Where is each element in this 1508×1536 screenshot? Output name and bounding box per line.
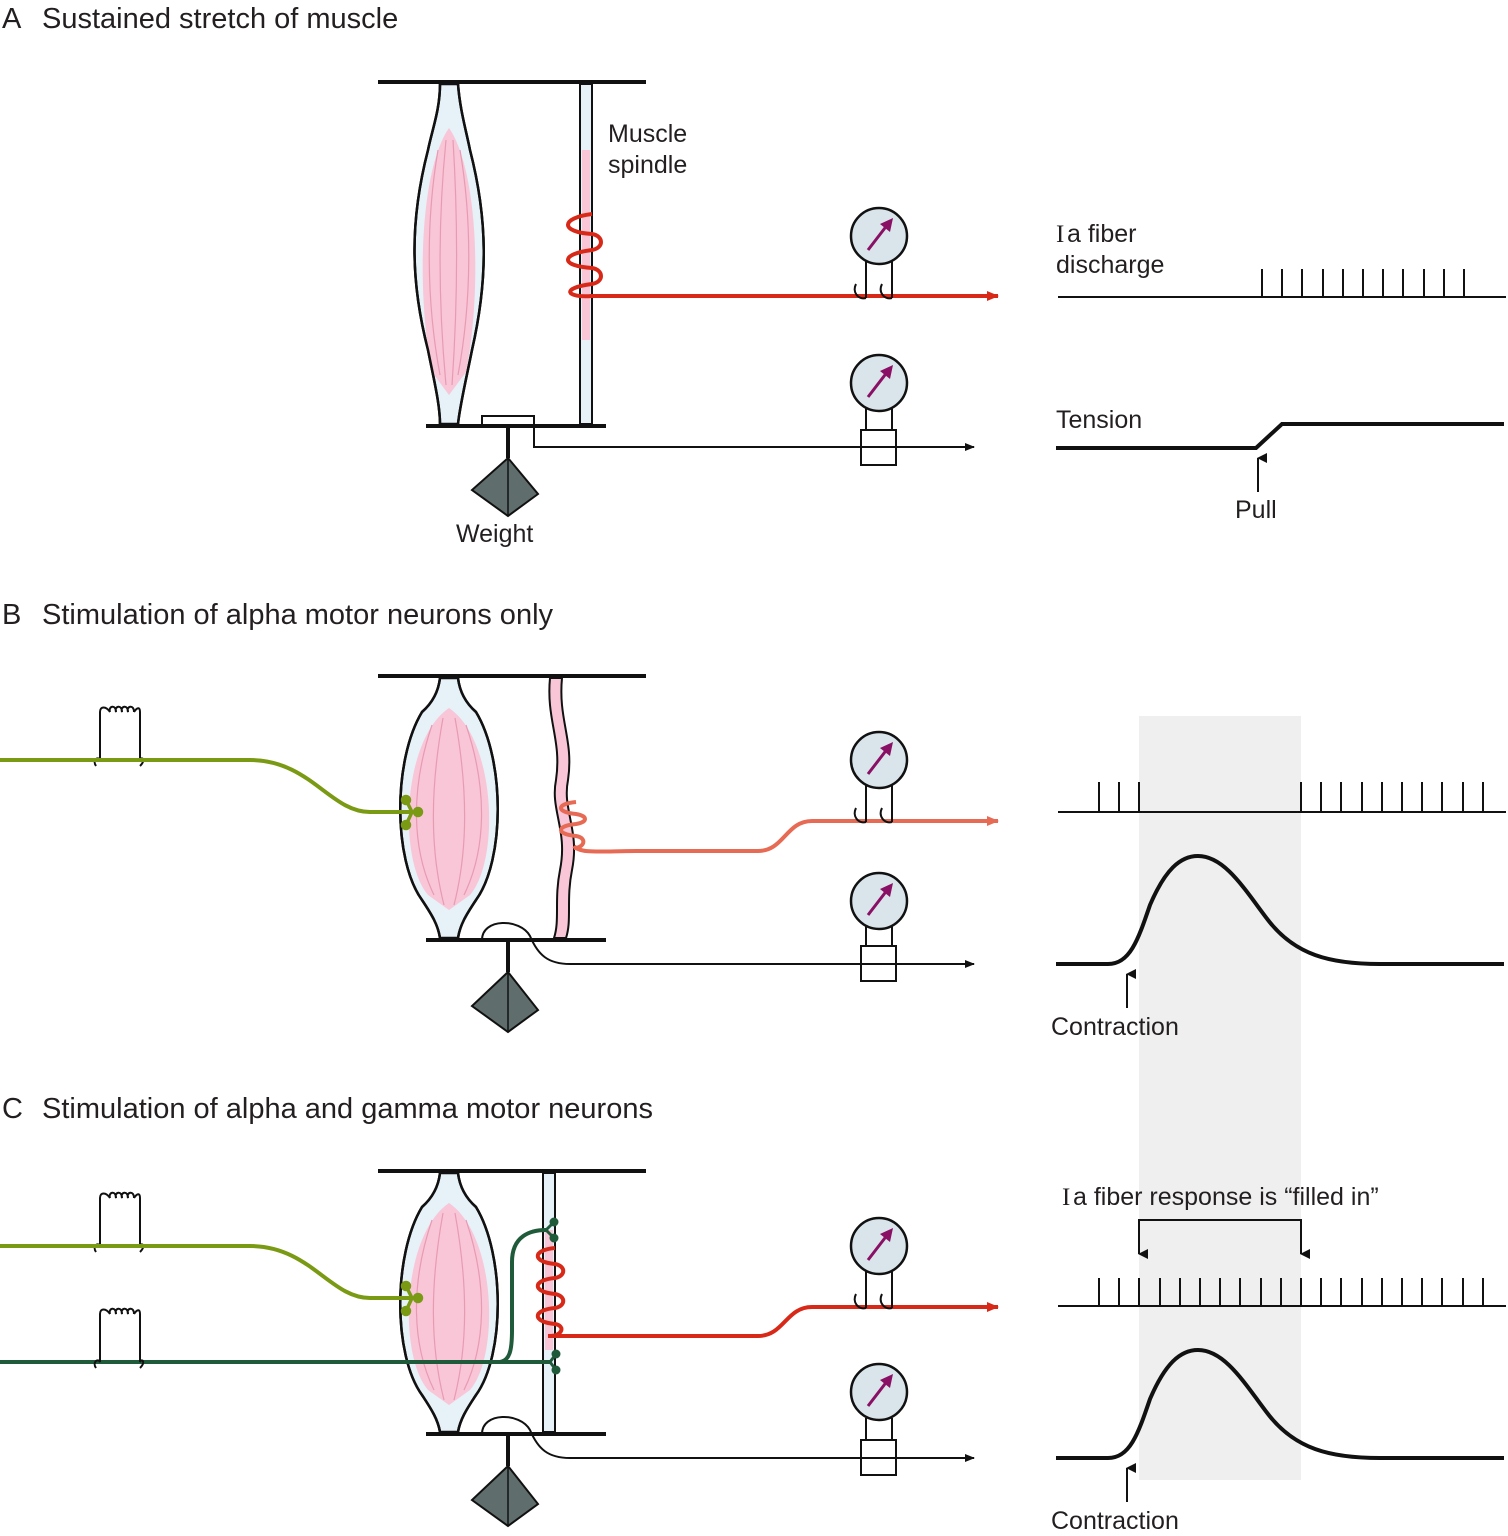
weight-icon [470, 940, 540, 1034]
tension-trace [1056, 853, 1504, 966]
gauge-icon [849, 730, 909, 824]
weight-icon [470, 426, 540, 518]
gamma-endings [544, 1217, 561, 1375]
tension-trace [1056, 1347, 1504, 1460]
weight-icon [470, 1434, 540, 1528]
ia-fiber-silent [572, 816, 999, 854]
ia-ending-coil [566, 212, 603, 299]
ia-ending-coil [535, 1246, 566, 1338]
stimulator-coil-icon [93, 705, 145, 767]
tension-wire [481, 415, 975, 451]
ia-spikes [1261, 269, 1465, 297]
alpha-motor-axon [0, 758, 412, 814]
stimulator-coil-icon [93, 1307, 145, 1369]
panel-a-title: Sustained stretch of muscle [42, 3, 398, 35]
contraction-label: Contraction [1051, 1013, 1179, 1041]
panel-b-title: Stimulation of alpha motor neurons only [42, 599, 554, 631]
panel-a: A Sustained stretch of muscle Muscle spi… [2, 3, 1506, 548]
gauge-icon [849, 1216, 909, 1310]
stimulator-coil-icon [93, 1191, 145, 1253]
filled-label-prefix: I [1062, 1184, 1070, 1211]
alpha-endplate [400, 794, 424, 831]
alpha-endplate [400, 1280, 424, 1317]
spindle-label-line2: spindle [608, 151, 687, 179]
spindle-label-line1: Muscle [608, 120, 687, 148]
ia-spikes [1098, 1278, 1484, 1306]
ia-label-line1: a fiber [1067, 220, 1136, 248]
tension-wire [481, 922, 975, 968]
alpha-motor-axon [0, 1244, 412, 1300]
tension-wire [481, 1416, 975, 1462]
panel-c-letter: C [2, 1093, 23, 1125]
panel-b-letter: B [2, 599, 21, 631]
pull-label: Pull [1235, 496, 1277, 524]
muscle-belly [422, 128, 476, 395]
panel-c: C Stimulation of alpha and gamma motor n… [0, 1093, 1506, 1535]
ia-label-prefix: I [1056, 221, 1064, 248]
filled-label: a fiber response is “filled in” [1073, 1183, 1379, 1211]
ia-fiber [548, 1302, 999, 1338]
tension-trace [1056, 422, 1504, 450]
ia-ending-coil [559, 800, 587, 850]
weight-label: Weight [456, 520, 533, 548]
panel-a-letter: A [2, 3, 22, 35]
contraction-label: Contraction [1051, 1507, 1179, 1535]
panel-c-title: Stimulation of alpha and gamma motor neu… [42, 1093, 653, 1125]
contraction-period-band [1139, 716, 1301, 1480]
muscle-fibers [428, 139, 470, 386]
gauge-icon [849, 206, 909, 300]
ia-spikes [1098, 782, 1484, 812]
tension-label: Tension [1056, 406, 1142, 434]
gauge-icon [849, 353, 909, 466]
ia-label-line2: discharge [1056, 251, 1164, 279]
panel-b: B Stimulation of alpha motor neurons onl… [0, 599, 1506, 1041]
